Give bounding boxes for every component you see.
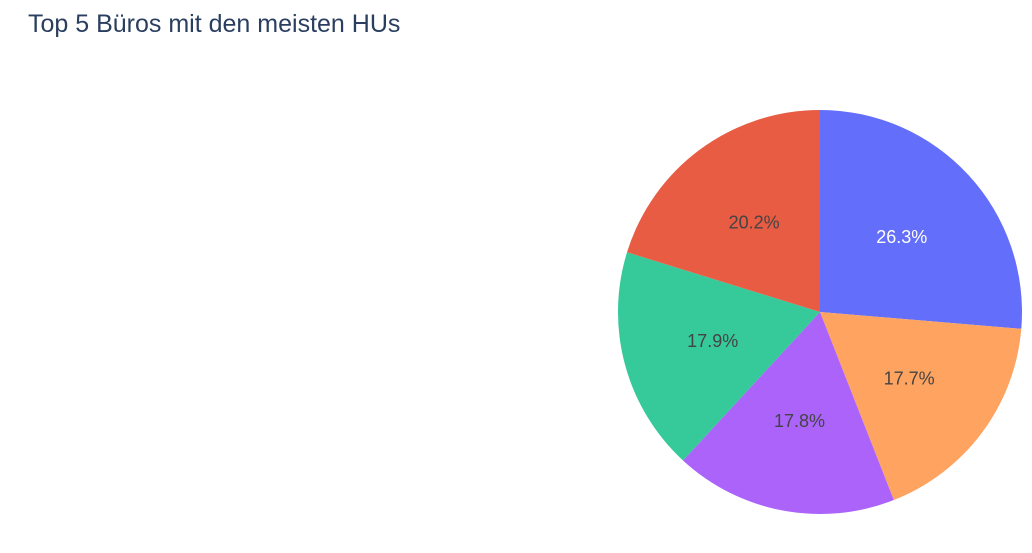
- pie-slice-3[interactable]: [683, 312, 894, 515]
- pie-slice-label-2: 17.7%: [884, 368, 935, 388]
- chart-title: Top 5 Büros mit den meisten HUs: [28, 10, 401, 38]
- pie-labels: 26.3% 17.7% 17.8% 17.9% 20.2%: [687, 213, 934, 432]
- pie-slice-2[interactable]: [820, 312, 1022, 501]
- pie-slice-label-1: 26.3%: [876, 227, 927, 247]
- pie-slice-5[interactable]: [627, 110, 820, 312]
- pie-slice-label-5: 20.2%: [729, 213, 780, 233]
- pie-slice-label-3: 17.8%: [774, 411, 825, 431]
- pie-slice-4[interactable]: [617, 252, 820, 461]
- pie-slices: [617, 109, 1023, 515]
- pie-slice-label-4: 17.9%: [687, 331, 738, 351]
- pie-slice-1[interactable]: [820, 109, 1023, 329]
